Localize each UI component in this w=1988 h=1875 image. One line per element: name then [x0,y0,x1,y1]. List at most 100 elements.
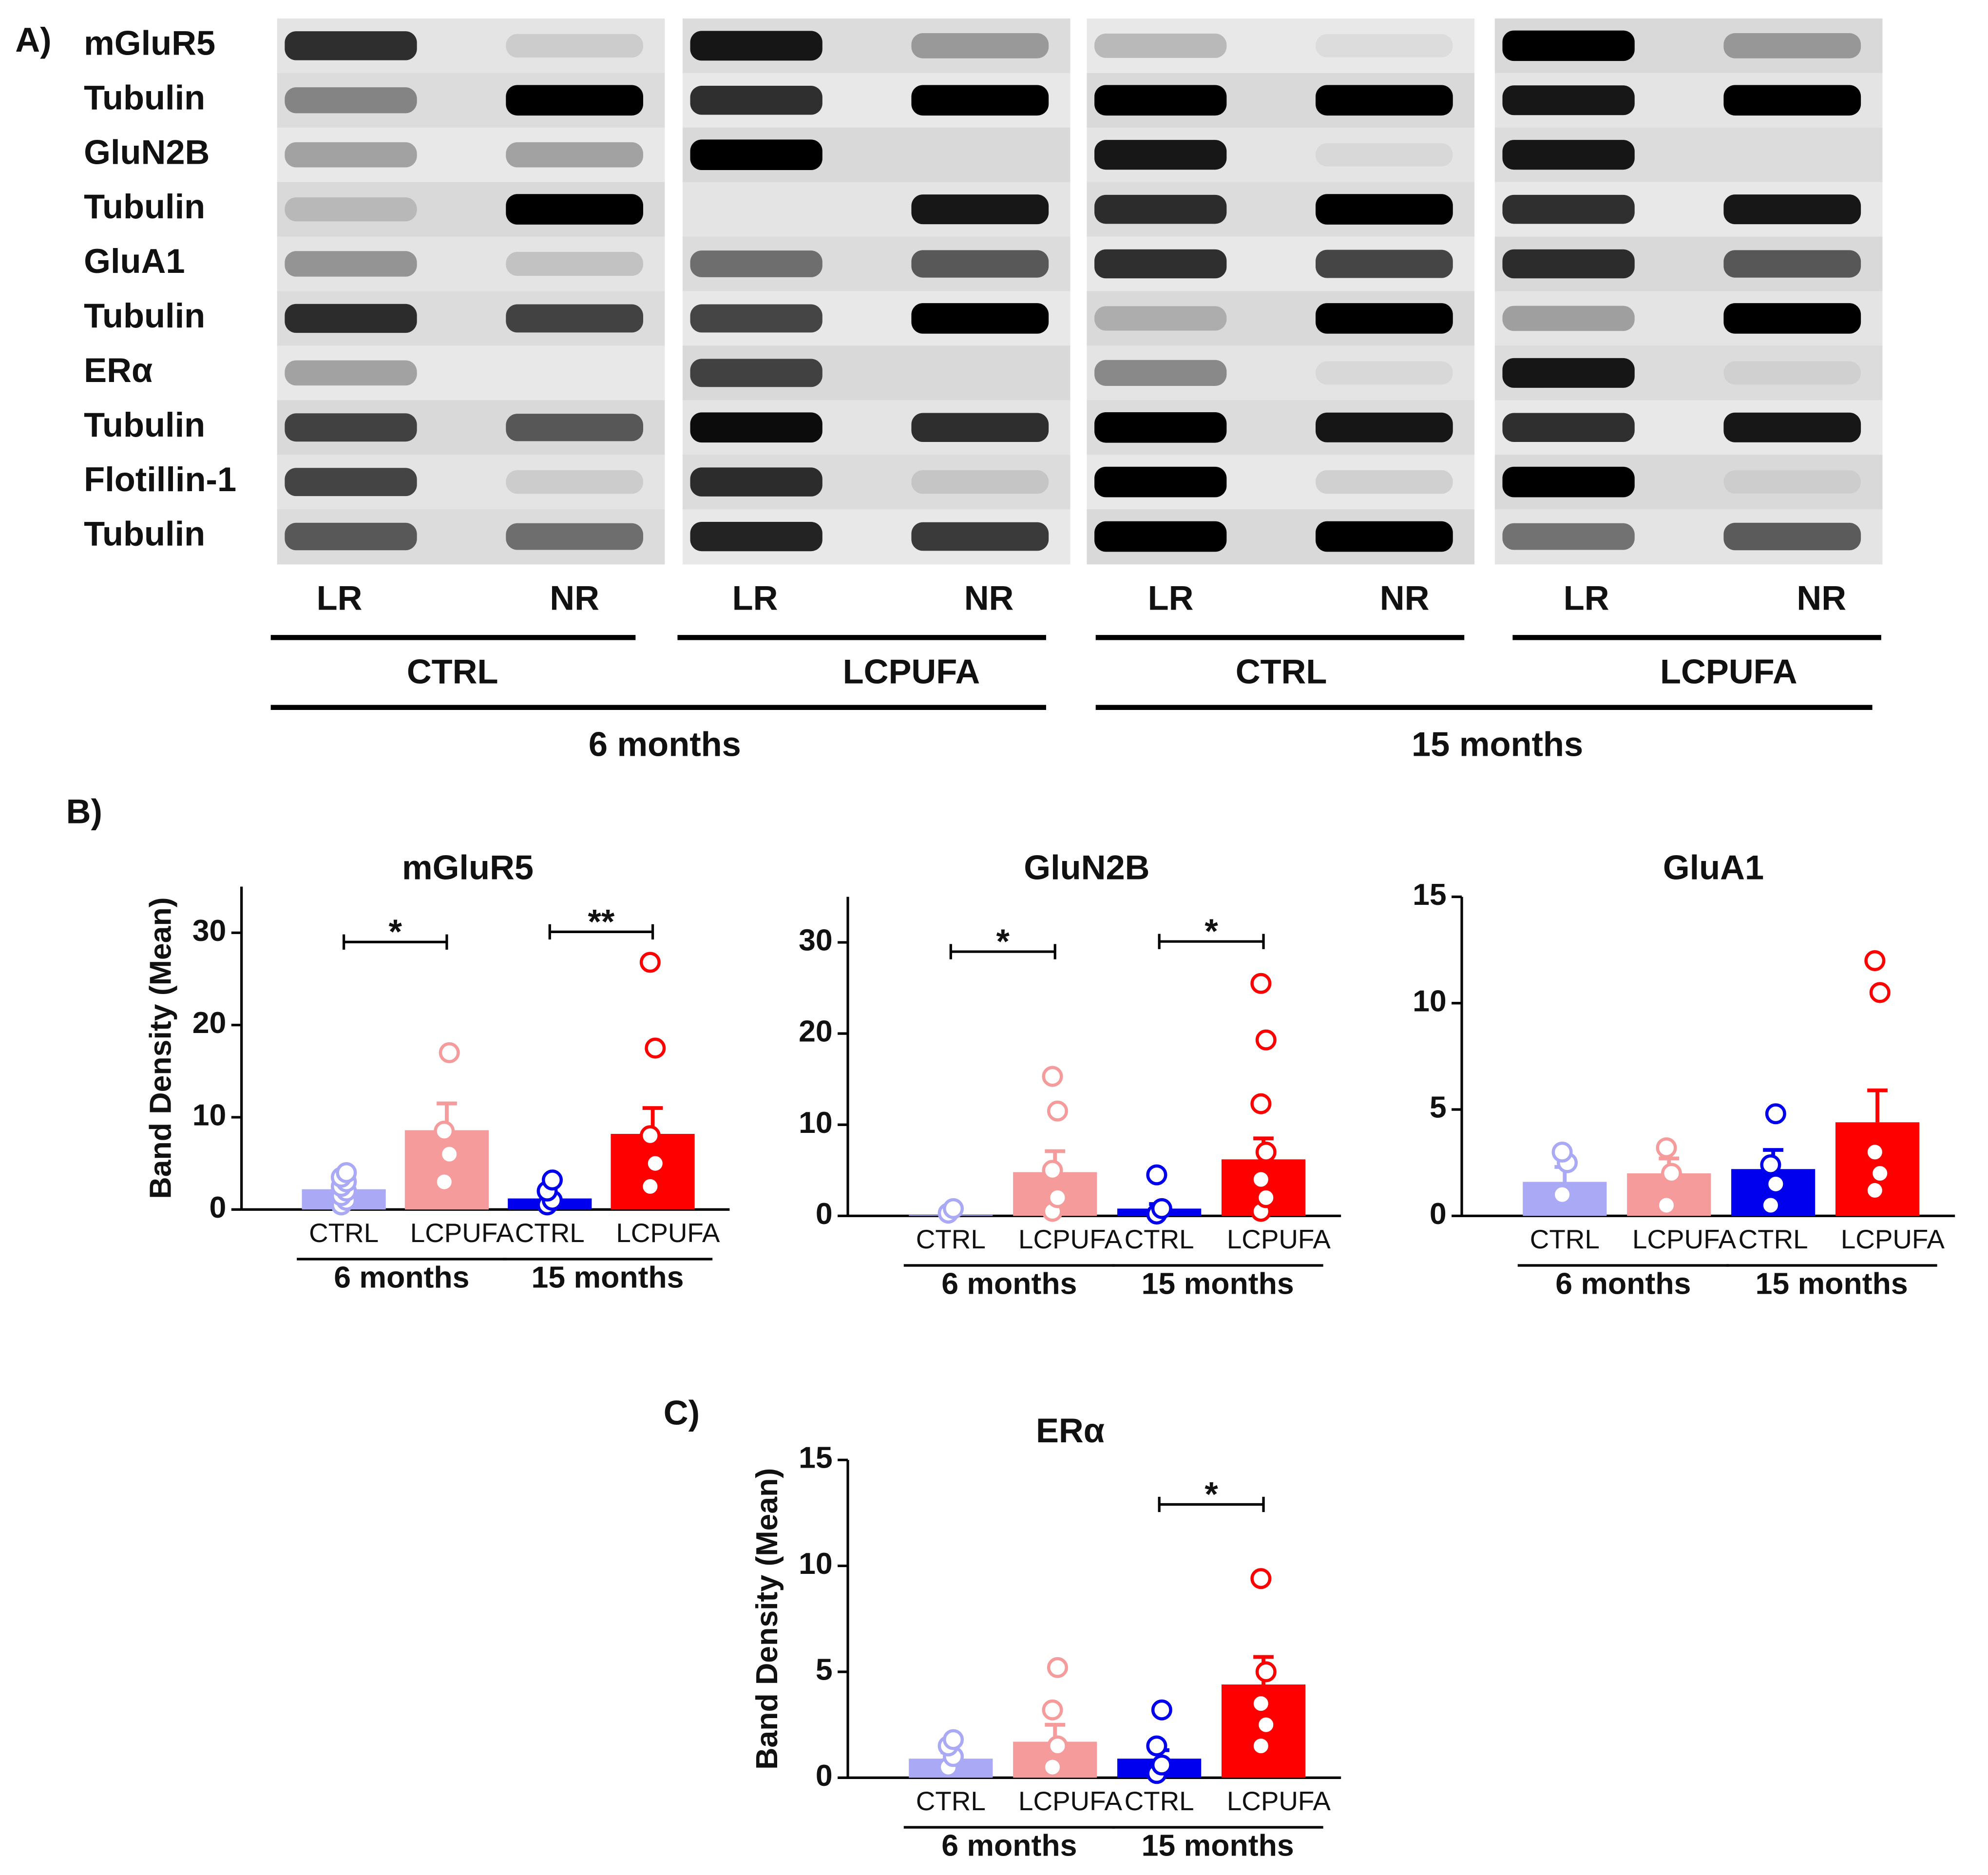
significance-label: * [996,922,1010,960]
chart-title: GluA1 [1663,848,1764,886]
blot-band [1094,33,1227,58]
significance-label: ** [588,902,615,940]
blot-band [1316,412,1453,442]
data-point [639,952,661,973]
blot-strip [1087,18,1475,74]
data-point [336,1162,357,1184]
blot-band [1502,358,1635,388]
blot-band [506,304,643,333]
blot-band [285,142,417,168]
blot-band [911,250,1049,278]
y-tick-label: 20 [192,1006,227,1040]
y-tick-label: 5 [816,1652,833,1686]
data-point [1250,1568,1272,1589]
blot-band [1316,521,1453,552]
blot-row-label: Tubulin [84,187,205,226]
x-tick-label: CTRL [309,1218,379,1248]
blot-band [1502,306,1635,331]
blot-band [1094,306,1227,331]
y-tick-label: 10 [192,1098,227,1132]
blot-band [911,194,1049,225]
y-tick-label: 10 [1413,984,1447,1018]
y-tick-label: 10 [799,1547,833,1581]
blot-strip [277,236,665,292]
x-tick-label: CTRL [916,1786,986,1816]
blot-row-label: Flotillin-1 [84,460,236,498]
data-point [1042,1160,1063,1181]
blot-band [1316,85,1453,116]
blot-row-label: Tubulin [84,405,205,444]
age-label: 6 months [589,725,741,763]
blot-band [1723,303,1861,334]
data-point [1042,1757,1063,1778]
blot-row-label: GluA1 [84,242,185,280]
blot-band [285,251,417,277]
x-tick-label: CTRL [1739,1224,1808,1254]
blot-strip [277,127,665,183]
blot-band [285,413,417,442]
data-point [1255,1714,1277,1736]
blot-band [1316,303,1453,334]
y-tick-label: 0 [210,1190,227,1224]
data-point [1864,950,1886,972]
blot-band [1502,140,1635,170]
blot-band [285,87,417,114]
y-tick-label: 0 [816,1197,833,1231]
treatment-label: LCPUFA [843,652,980,691]
blot-band [690,412,822,443]
chart-title: mGluR5 [402,848,534,886]
blot-band [1316,194,1453,225]
data-point [1656,1194,1677,1216]
y-tick-label: 30 [799,923,833,957]
data-point [1255,1187,1277,1208]
blot-band [1723,250,1861,278]
blot-band [1723,522,1861,551]
data-point [1765,1103,1786,1125]
blot-band [1723,412,1861,442]
data-point [1250,1735,1272,1757]
data-point [1760,1194,1781,1216]
data-point [1765,1173,1786,1195]
lane-label: NR [1380,578,1430,617]
x-tick-label: LCPUFA [1227,1786,1331,1816]
blot-band [1723,85,1861,116]
data-point [1151,1198,1172,1219]
blot-band [911,85,1049,116]
data-point [1047,1187,1068,1208]
blot-band [285,522,417,551]
blot-band [1723,470,1861,494]
blot-band [1094,249,1227,279]
error-bar [1867,1088,1888,1123]
data-point [1250,973,1272,994]
blot-band [285,31,417,60]
blot-band [690,250,822,277]
data-point [1042,1066,1063,1087]
data-point [1042,1699,1063,1721]
blot-band [285,304,417,333]
data-point [1255,1661,1277,1683]
x-tick-label: CTRL [1125,1786,1194,1816]
lane-label: NR [550,578,599,617]
blot-band [285,468,417,497]
group-label: 6 months [334,1260,469,1294]
blot-band [506,251,643,276]
blot-band [506,523,643,550]
data-point [1551,1141,1573,1163]
data-point [1250,1693,1272,1714]
data-point [1151,1699,1172,1721]
data-point [1047,1735,1068,1757]
y-tick-label: 15 [799,1441,833,1475]
panel-label: B) [66,792,102,831]
data-point [1864,1180,1886,1201]
blot-band [285,360,417,386]
data-point [645,1037,666,1059]
blot-band [285,197,417,222]
chart-title: GluN2B [1024,848,1149,886]
blot-band [1502,466,1635,497]
lane-label: NR [1797,578,1846,617]
blot-band [1316,249,1453,278]
data-point [1255,1029,1277,1051]
blot-band [1094,412,1227,443]
blot-band [911,33,1049,58]
data-point [1151,1754,1172,1776]
